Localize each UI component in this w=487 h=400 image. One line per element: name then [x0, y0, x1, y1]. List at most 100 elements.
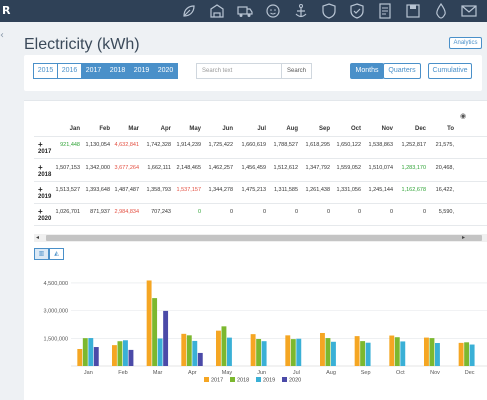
- bar-2018-Sep[interactable]: [360, 341, 366, 366]
- bar-2018-Feb[interactable]: [117, 341, 123, 366]
- bar-2018-Mar[interactable]: [152, 298, 158, 366]
- drop-icon[interactable]: [433, 2, 449, 19]
- bar-2020-Jan[interactable]: [93, 347, 99, 366]
- bar-2019-Sep[interactable]: [365, 342, 371, 366]
- legend-label[interactable]: 2019: [263, 378, 275, 384]
- column-header[interactable]: Jul: [257, 126, 266, 132]
- bar-2017-Nov[interactable]: [424, 337, 429, 366]
- anchor-icon[interactable]: [293, 3, 309, 19]
- row-year-label[interactable]: +2017: [38, 140, 51, 155]
- column-header[interactable]: Jan: [69, 126, 80, 132]
- bar-2019-Apr[interactable]: [192, 340, 198, 366]
- column-header[interactable]: Oct: [350, 126, 361, 132]
- column-header[interactable]: Aug: [286, 126, 298, 132]
- column-header[interactable]: To: [447, 126, 454, 132]
- cumulative-button[interactable]: Cumulative: [428, 63, 472, 79]
- bar-2017-Jun[interactable]: [250, 334, 256, 366]
- column-header[interactable]: May: [189, 126, 201, 132]
- column-header[interactable]: Mar: [128, 126, 139, 132]
- shield-icon[interactable]: [321, 3, 337, 19]
- analytics-button[interactable]: Analytics: [449, 37, 482, 49]
- expand-plus-icon[interactable]: +: [38, 185, 43, 194]
- truck-icon[interactable]: [237, 3, 253, 19]
- column-header[interactable]: Jun: [222, 126, 233, 132]
- bar-2018-Apr[interactable]: [186, 335, 192, 366]
- column-header[interactable]: Sep: [318, 126, 330, 132]
- bar-2018-Jul[interactable]: [290, 339, 296, 366]
- bar-2019-Jan[interactable]: [88, 338, 94, 366]
- bar-chart-icon[interactable]: ▥: [34, 248, 49, 260]
- bar-2017-Apr[interactable]: [181, 333, 187, 366]
- envelope-icon[interactable]: [461, 3, 477, 19]
- bar-2019-Aug[interactable]: [331, 341, 336, 366]
- bar-2017-Feb[interactable]: [112, 345, 117, 366]
- column-header[interactable]: Nov: [381, 126, 393, 132]
- area-chart-icon[interactable]: ◭: [49, 248, 64, 260]
- year-button-2020[interactable]: 2020: [153, 63, 178, 79]
- leaf-icon[interactable]: [181, 3, 197, 19]
- row-year-label[interactable]: +2018: [38, 163, 51, 178]
- row-year-label[interactable]: +2019: [38, 185, 51, 200]
- badge-check-icon[interactable]: [349, 3, 365, 19]
- scroll-left-icon[interactable]: ◂: [36, 235, 40, 241]
- scroll-right-icon[interactable]: ▸: [461, 235, 465, 241]
- column-header[interactable]: Dec: [414, 126, 426, 132]
- bar-2018-Jan[interactable]: [82, 338, 88, 366]
- bar-2018-Dec[interactable]: [464, 342, 470, 366]
- back-chevron-icon[interactable]: ‹: [0, 30, 4, 41]
- bar-2020-Apr[interactable]: [197, 352, 203, 366]
- legend-label[interactable]: 2018: [237, 378, 249, 384]
- bar-2018-Jun[interactable]: [256, 339, 262, 366]
- bar-2018-May[interactable]: [221, 326, 227, 366]
- row-year-label[interactable]: +2020: [38, 207, 51, 222]
- legend-swatch[interactable]: [282, 377, 287, 382]
- app-logo[interactable]: R: [2, 4, 11, 17]
- expand-plus-icon[interactable]: +: [38, 140, 43, 149]
- bar-2018-Oct[interactable]: [394, 337, 400, 366]
- bar-2020-Mar[interactable]: [163, 310, 169, 366]
- search-input[interactable]: Search text: [196, 63, 282, 79]
- year-button-2017[interactable]: 2017: [81, 63, 106, 79]
- building-icon[interactable]: [209, 3, 225, 19]
- horizontal-scrollbar[interactable]: ◂ ▸: [34, 234, 487, 242]
- bar-2019-Jun[interactable]: [261, 341, 267, 366]
- legend-label[interactable]: 2020: [289, 378, 301, 384]
- quarters-button[interactable]: Quarters: [383, 63, 421, 79]
- bar-2017-Dec[interactable]: [458, 342, 464, 366]
- bar-2019-Jul[interactable]: [296, 338, 302, 366]
- legend-swatch[interactable]: [230, 377, 235, 382]
- expand-plus-icon[interactable]: +: [38, 163, 43, 172]
- year-button-2016[interactable]: 2016: [57, 63, 82, 79]
- year-button-2019[interactable]: 2019: [129, 63, 154, 79]
- scrollbar-thumb[interactable]: [46, 235, 482, 241]
- bar-2017-Mar[interactable]: [146, 280, 152, 366]
- column-header[interactable]: Apr: [160, 126, 171, 132]
- expand-plus-icon[interactable]: +: [38, 207, 43, 216]
- bar-2017-May[interactable]: [216, 330, 221, 366]
- legend-swatch[interactable]: [204, 377, 209, 382]
- document-icon[interactable]: [377, 3, 393, 19]
- year-button-2015[interactable]: 2015: [33, 63, 58, 79]
- bar-2019-Mar[interactable]: [157, 338, 163, 366]
- legend-swatch[interactable]: [256, 377, 261, 382]
- bar-2017-Jan[interactable]: [77, 348, 83, 366]
- legend-label[interactable]: 2017: [211, 378, 223, 384]
- search-button[interactable]: Search: [281, 63, 312, 79]
- bar-2020-Feb[interactable]: [128, 349, 134, 366]
- bar-2019-Nov[interactable]: [435, 343, 440, 366]
- column-header[interactable]: Feb: [99, 126, 110, 132]
- bar-2019-Dec[interactable]: [469, 344, 475, 366]
- bar-2017-Aug[interactable]: [320, 332, 325, 366]
- bar-2017-Jul[interactable]: [285, 335, 291, 366]
- year-button-2018[interactable]: 2018: [105, 63, 130, 79]
- bar-2017-Oct[interactable]: [389, 335, 395, 366]
- floppy-disk-icon[interactable]: [405, 3, 421, 19]
- bar-2018-Aug[interactable]: [325, 338, 331, 366]
- months-button[interactable]: Months: [350, 63, 384, 79]
- bar-2018-Nov[interactable]: [429, 338, 435, 366]
- bar-2019-Feb[interactable]: [123, 340, 128, 366]
- bar-2019-May[interactable]: [227, 337, 232, 366]
- bar-2019-Oct[interactable]: [400, 341, 406, 366]
- eye-icon[interactable]: ◉: [460, 112, 467, 120]
- smiley-icon[interactable]: [265, 3, 281, 19]
